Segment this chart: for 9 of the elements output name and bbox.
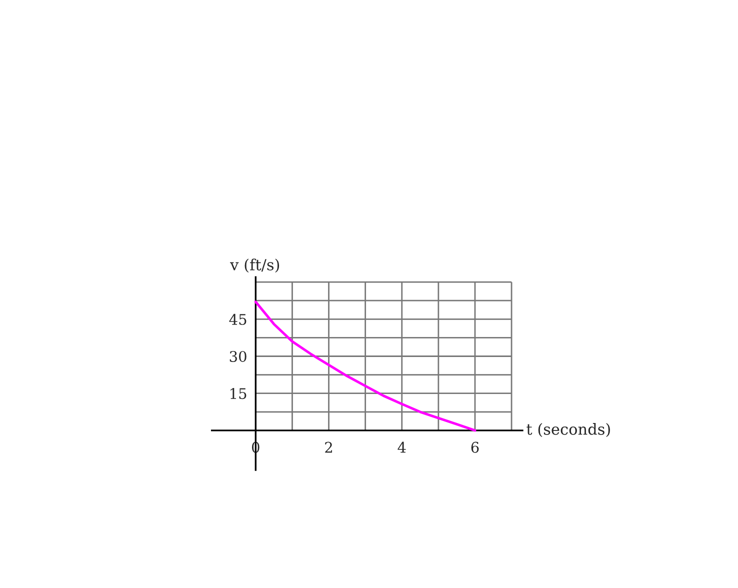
- x-tick-label: 2: [325, 442, 332, 453]
- y-tick-label: 30: [230, 350, 246, 362]
- x-tick-label: 6: [471, 442, 479, 453]
- y-axis-title: v (ft/s): [230, 258, 280, 273]
- x-tick-label: 4: [398, 442, 406, 453]
- line-series: [254, 300, 476, 432]
- x-axis-title: t (seconds): [526, 423, 610, 438]
- y-tick-label: 15: [230, 388, 246, 400]
- y-tick-label: 45: [229, 314, 246, 325]
